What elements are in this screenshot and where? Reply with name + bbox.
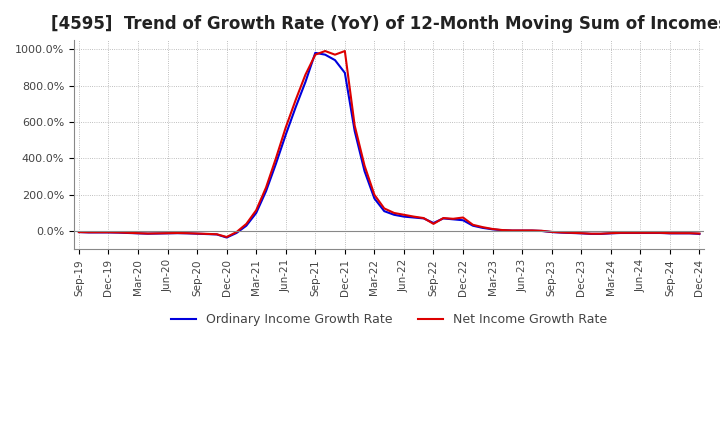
- Net Income Growth Rate: [321, 48, 330, 54]
- Net Income Growth Rate: [400, 212, 408, 217]
- Ordinary Income Growth Rate: [311, 50, 320, 55]
- Net Income Growth Rate: [222, 235, 231, 240]
- Net Income Growth Rate: [439, 216, 448, 221]
- Line: Ordinary Income Growth Rate: Ordinary Income Growth Rate: [79, 53, 699, 238]
- Ordinary Income Growth Rate: [498, 227, 507, 233]
- Net Income Growth Rate: [153, 231, 162, 236]
- Ordinary Income Growth Rate: [75, 229, 84, 235]
- Ordinary Income Growth Rate: [400, 214, 408, 219]
- Ordinary Income Growth Rate: [439, 216, 448, 221]
- Ordinary Income Growth Rate: [153, 231, 162, 236]
- Ordinary Income Growth Rate: [695, 231, 703, 237]
- Net Income Growth Rate: [488, 226, 497, 231]
- Net Income Growth Rate: [695, 231, 703, 236]
- Net Income Growth Rate: [75, 229, 84, 235]
- Ordinary Income Growth Rate: [488, 227, 497, 232]
- Net Income Growth Rate: [498, 227, 507, 233]
- Line: Net Income Growth Rate: Net Income Growth Rate: [79, 51, 699, 237]
- Legend: Ordinary Income Growth Rate, Net Income Growth Rate: Ordinary Income Growth Rate, Net Income …: [166, 308, 612, 331]
- Net Income Growth Rate: [351, 123, 359, 128]
- Title: [4595]  Trend of Growth Rate (YoY) of 12-Month Moving Sum of Incomes: [4595] Trend of Growth Rate (YoY) of 12-…: [50, 15, 720, 33]
- Ordinary Income Growth Rate: [222, 235, 231, 240]
- Ordinary Income Growth Rate: [351, 128, 359, 134]
